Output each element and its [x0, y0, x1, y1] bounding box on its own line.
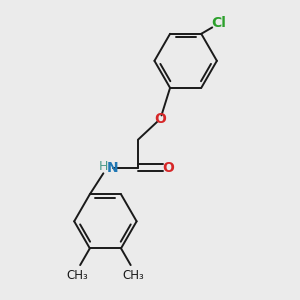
Text: Cl: Cl [212, 16, 226, 30]
Text: N: N [106, 161, 118, 175]
Text: CH₃: CH₃ [66, 269, 88, 282]
Text: O: O [154, 112, 166, 126]
Text: O: O [162, 161, 174, 175]
Text: H: H [99, 160, 109, 173]
Text: CH₃: CH₃ [123, 269, 145, 282]
